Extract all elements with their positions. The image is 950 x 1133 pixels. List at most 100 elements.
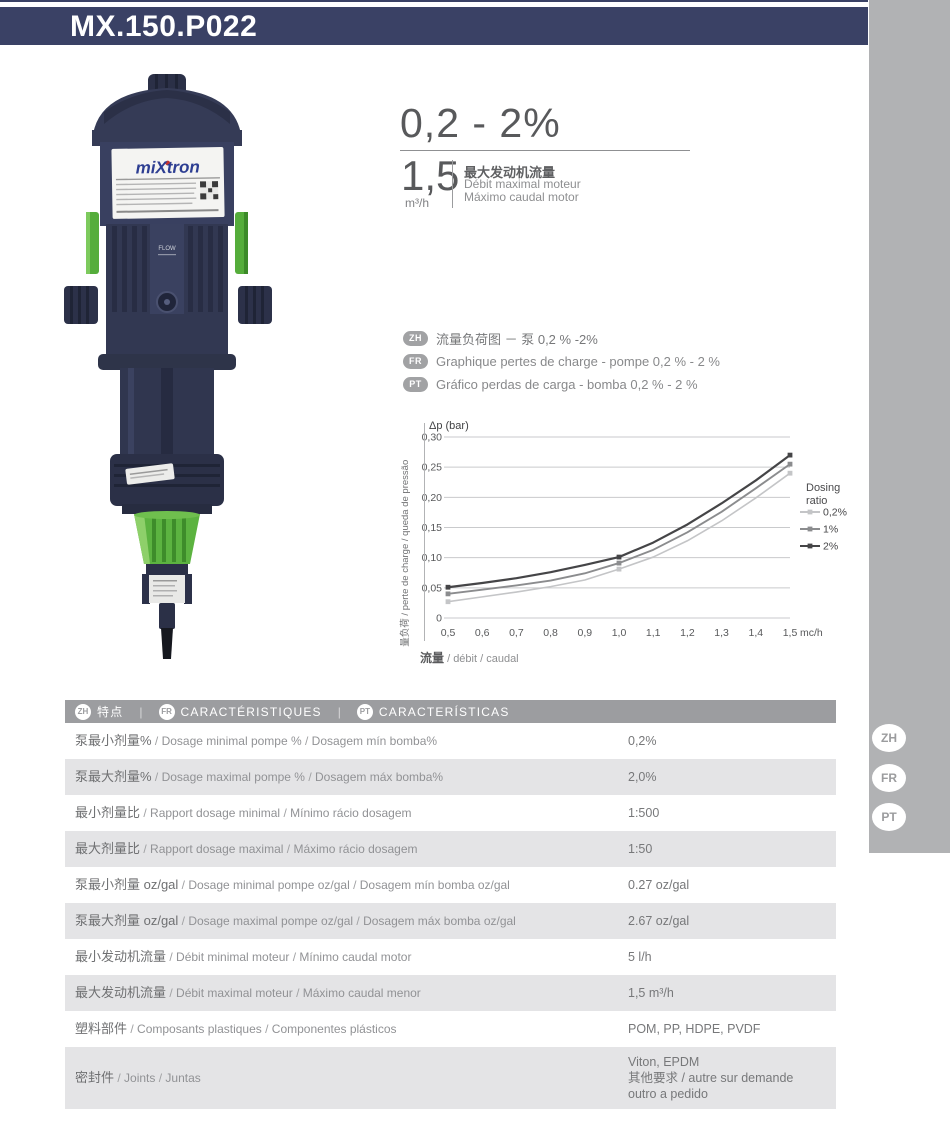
chart-caption-pt: PT Gráfico perdas de carga - bomba 0,2 % … [403,375,698,393]
row-label: 最大剂量比 / Rapport dosage maximal / Máximo … [75,841,418,856]
pump-port-left [64,286,98,324]
x-tick-label: 0,5 [441,627,456,639]
row-value: 2,0% [628,769,657,784]
row-value: 1:500 [628,805,660,820]
pump-port-right [238,286,272,324]
table-row: 泵最大剂量% / Dosage maximal pompe % / Dosage… [65,759,836,795]
row-value: POM, PP, HDPE, PVDF [628,1021,761,1036]
collar-ring [110,454,224,506]
caption-text: Graphique pertes de charge - pompe 0,2 %… [436,353,720,369]
series-marker [616,566,622,572]
row-label: 最小发动机流量 / Débit minimal moteur / Mínimo … [75,949,412,964]
row-value: 0.27 oz/gal [628,877,690,892]
sidebar-lang-tab-fr[interactable]: FR [872,764,906,792]
language-sidebar: ZH FR PT [869,0,950,853]
series-marker [616,554,622,560]
pump-label: miXtron [111,147,225,219]
y-tick-label: 0,05 [422,582,443,594]
row-label: 密封件 / Joints / Juntas [75,1070,201,1085]
series-marker [787,452,793,458]
table-row: 最大剂量比 / Rapport dosage maximal / Máximo … [65,831,836,867]
y-axis-side-title: 流量负荷 / perte de charge / queda de pressã… [399,460,411,647]
fr-badge-icon: FR [158,703,175,720]
dosing-range: 0,2 - 2% [400,100,561,146]
header-label-fr: CARACTÉRISTIQUES [180,704,322,719]
y-tick-label: 0,25 [422,462,443,474]
x-tick-label: 1,2 [680,627,695,639]
top-rule [0,0,868,2]
header-label-pt: CARACTERÍSTICAS [378,704,510,719]
pt-badge-icon: PT [356,703,373,720]
chart-x-axis-title: 流量 / débit / caudal [420,649,519,666]
characteristics-table: ZH 特点 | FR CARACTÉRISTIQUES | PT CARACTE… [65,700,836,1109]
characteristics-header: ZH 特点 | FR CARACTÉRISTIQUES | PT CARACTE… [65,700,836,723]
x-tick-label: 1,4 [748,627,763,639]
legend-marker [807,526,813,532]
row-label: 泵最大剂量% / Dosage maximal pompe % / Dosage… [75,769,444,784]
row-value: 1:50 [628,841,653,856]
header-separator: | [139,704,143,719]
x-tick-label: 0,7 [509,627,524,639]
legend-label: 2% [823,541,838,553]
row-value: 1,5 m³/h [628,985,674,1000]
logo-star-icon [165,160,171,166]
series-marker [445,584,451,590]
table-row: 密封件 / Joints / Juntas Viton, EPDM 其他要求 / a… [65,1047,836,1109]
series-marker [787,461,793,467]
range-underline [400,150,690,151]
zh-pill-icon: ZH [403,330,428,346]
y-tick-label: 0,20 [422,492,443,504]
x-tick-label: 1,0 [612,627,627,639]
sidebar-lang-tab-zh[interactable]: ZH [872,724,906,752]
series-marker [787,470,793,476]
series-marker [445,591,451,597]
title-bar: MX.150.P022 [0,7,868,45]
row-label: 泵最小剂量 oz/gal / Dosage minimal pompe oz/g… [75,877,510,892]
table-row: 最小发动机流量 / Débit minimal moteur / Mínimo … [65,939,836,975]
row-value: 2.67 oz/gal [628,913,690,928]
row-value: Viton, EPDM 其他要求 / autre sur demande outro… [628,1054,794,1102]
table-row: 泵最大剂量 oz/gal / Dosage maximal pompe oz/g… [65,903,836,939]
fr-pill-icon: FR [403,353,428,369]
legend-label: 1% [823,524,838,536]
header-separator: | [337,704,341,719]
pt-pill-icon: PT [403,376,428,392]
product-image: miXtron FLOW [64,74,272,659]
header-label-zh: 特点 [97,705,124,719]
x-tick-label: 1,3 [714,627,729,639]
y-tick-label: 0,10 [422,552,443,564]
y-axis-title: Δp (bar) [429,420,469,432]
series-marker [445,599,451,605]
row-label: 塑料部件 / Composants plastiques / Component… [75,1021,397,1036]
legend-label: 0,2% [823,507,847,519]
y-tick-label: 0 [436,613,442,625]
max-flow-label-fr: Débit maximal moteur [464,177,581,191]
row-label: 最小剂量比 / Rapport dosage minimal / Mínimo … [75,805,412,820]
zh-badge-icon: ZH [75,703,91,720]
page-title: MX.150.P022 [70,10,258,43]
pump-body-label: FLOW [158,246,176,252]
caption-text: Gráfico perdas de carga - bomba 0,2 % - … [436,376,698,392]
brand-logo: miXtron [135,157,200,177]
stat-divider [452,160,453,208]
table-row: 最小剂量比 / Rapport dosage minimal / Mínimo … [65,795,836,831]
x-tick-label: 1,5 [783,627,798,639]
series-line-1% [447,463,791,595]
max-flow-unit: m³/h [405,196,429,210]
table-row: 最大发动机流量 / Débit maximal moteur / Máximo … [65,975,836,1011]
row-value: 0,2% [628,733,657,748]
row-label: 最大发动机流量 / Débit maximal moteur / Máximo … [75,985,421,1000]
chart-x-title-latin: / débit / caudal [447,653,519,665]
row-label: 泵最小剂量% / Dosage minimal pompe % / Dosage… [75,733,438,748]
x-tick-label: 1,1 [646,627,661,639]
max-flow-label-pt: Máximo caudal motor [464,190,579,204]
sidebar-lang-tab-pt[interactable]: PT [872,803,906,831]
y-tick-label: 0,15 [422,522,443,534]
qr-code-icon [199,181,219,200]
chart-caption-fr: FR Graphique pertes de charge - pompe 0,2… [403,352,720,370]
table-row: 泵最小剂量 oz/gal / Dosage minimal pompe oz/g… [65,867,836,903]
table-row: 塑料部件 / Composants plastiques / Component… [65,1011,836,1047]
x-tick-label: 0,8 [543,627,558,639]
